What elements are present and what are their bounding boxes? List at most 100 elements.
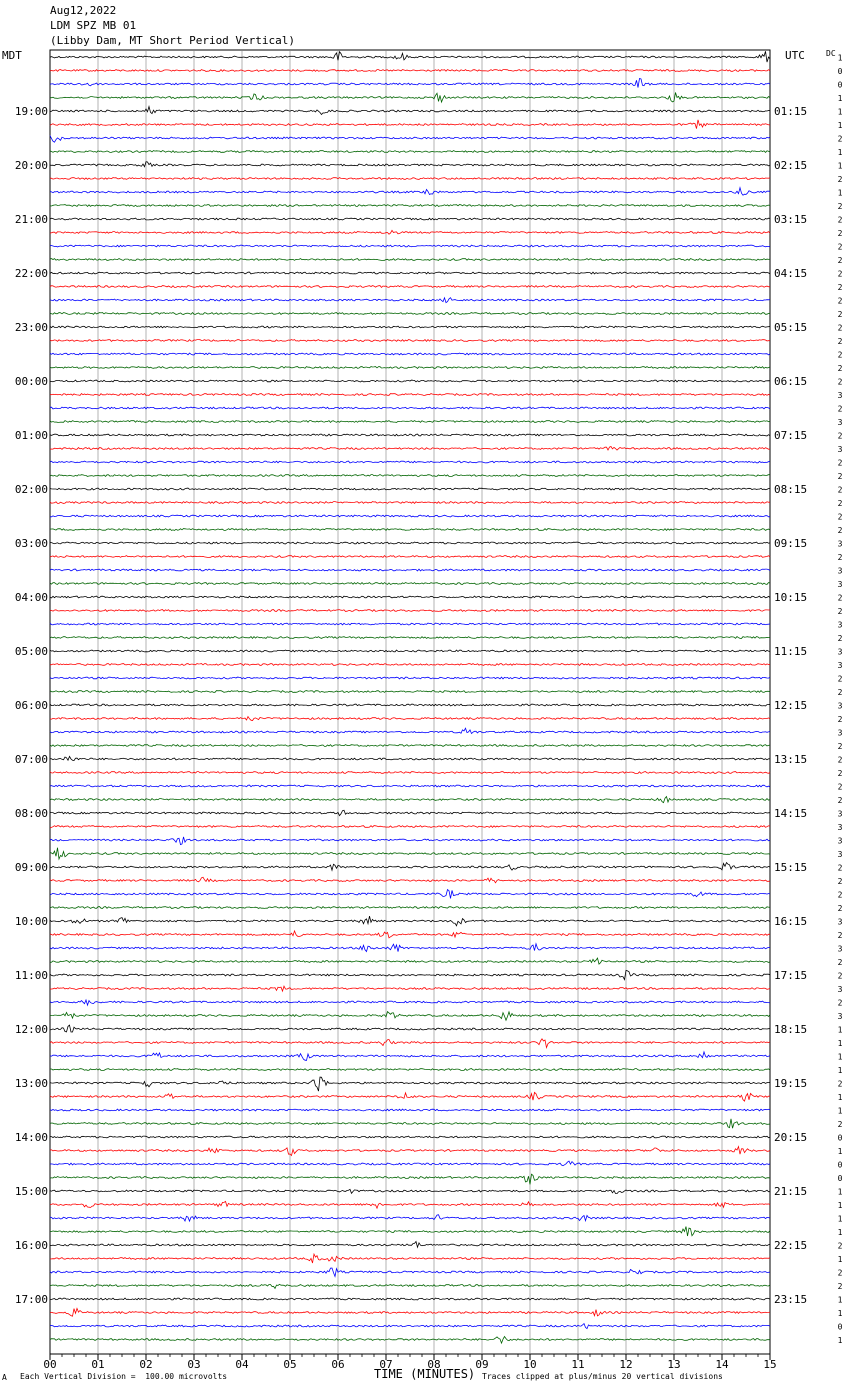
trace-22 [49, 352, 771, 356]
dc-offset-label: 1 [838, 1053, 843, 1062]
trace-6 [49, 135, 771, 143]
left-hour-label: 05:00 [15, 645, 48, 658]
trace-43 [49, 636, 771, 640]
trace-48 [49, 703, 771, 707]
dc-offset-label: 3 [838, 945, 843, 954]
trace-67 [49, 957, 771, 965]
trace-53 [49, 771, 771, 774]
dc-offset-label: 2 [838, 891, 843, 900]
left-hour-label: 21:00 [15, 213, 48, 226]
trace-94 [49, 1322, 771, 1330]
right-hour-label: 17:15 [774, 969, 807, 982]
trace-62 [49, 888, 771, 899]
trace-38 [49, 568, 771, 572]
trace-92 [50, 1297, 771, 1301]
dc-offset-label: 2 [838, 972, 843, 981]
dc-offset-label: 0 [838, 1323, 843, 1332]
dc-offset-label: 1 [838, 189, 843, 198]
x-tick-label: 07 [379, 1358, 392, 1371]
trace-81 [49, 1145, 771, 1157]
trace-26 [49, 406, 771, 410]
trace-84 [49, 1188, 770, 1195]
dc-offset-label: 2 [838, 594, 843, 603]
dc-offset-label: 3 [838, 648, 843, 657]
dc-offset-label: 3 [838, 837, 843, 846]
dc-offset-label: 2 [838, 526, 843, 535]
dc-offset-label: 2 [838, 364, 843, 373]
dc-offset-label: 1 [838, 1026, 843, 1035]
x-tick-label: 13 [667, 1358, 680, 1371]
dc-header-label: DC [826, 49, 836, 58]
x-axis-title: TIME (MINUTES) [374, 1367, 476, 1381]
trace-37 [49, 555, 771, 558]
trace-91 [49, 1283, 771, 1290]
dc-offset-label: 3 [838, 580, 843, 589]
dc-offset-label: 3 [838, 1012, 843, 1021]
dc-offset-label: 2 [838, 904, 843, 913]
trace-79 [49, 1118, 771, 1129]
x-tick-label: 14 [715, 1358, 729, 1371]
dc-offset-label: 2 [838, 256, 843, 265]
trace-14 [49, 244, 771, 248]
dc-offset-label: 2 [838, 931, 843, 940]
dc-offset-label: 1 [838, 121, 843, 130]
dc-offset-label: 0 [838, 1161, 843, 1170]
dc-offset-label: 2 [838, 405, 843, 414]
trace-86 [49, 1214, 771, 1223]
right-hour-label: 11:15 [774, 645, 807, 658]
dc-offset-label: 2 [838, 1242, 843, 1251]
right-hour-label: 07:15 [774, 429, 807, 442]
dc-offset-label: 2 [838, 1269, 843, 1278]
trace-71 [49, 1010, 771, 1022]
left-hour-label: 14:00 [15, 1131, 48, 1144]
left-hour-label: 15:00 [15, 1185, 48, 1198]
dc-offset-label: 3 [838, 729, 843, 738]
trace-42 [49, 622, 771, 626]
trace-58 [49, 836, 771, 846]
x-tick-label: 06 [331, 1358, 344, 1371]
trace-21 [49, 339, 771, 343]
dc-offset-label: 1 [838, 148, 843, 157]
x-tick-label: 11 [571, 1358, 584, 1371]
x-tick-label: 01 [91, 1358, 104, 1371]
right-hour-label: 14:15 [774, 807, 807, 820]
dc-offset-label: 2 [838, 999, 843, 1008]
dc-offset-label: 2 [838, 135, 843, 144]
dc-offset-label: 2 [838, 634, 843, 643]
dc-offset-label: 2 [838, 297, 843, 306]
dc-offset-label: 3 [838, 540, 843, 549]
right-timezone-label: UTC [785, 49, 805, 62]
left-hour-label: 06:00 [15, 699, 48, 712]
left-hour-label: 00:00 [15, 375, 48, 388]
dc-offset-label: 1 [838, 94, 843, 103]
dc-offset-label: 3 [838, 823, 843, 832]
corner-mark: A [2, 1373, 7, 1382]
left-hour-label: 13:00 [15, 1077, 48, 1090]
trace-15 [49, 258, 771, 261]
right-hour-label: 15:15 [774, 861, 807, 874]
trace-95 [49, 1335, 770, 1345]
trace-1 [49, 68, 771, 72]
dc-offset-label: 2 [838, 459, 843, 468]
trace-74 [49, 1050, 771, 1061]
dc-offset-label: 2 [838, 283, 843, 292]
trace-23 [49, 366, 771, 369]
x-tick-label: 12 [619, 1358, 632, 1371]
left-hour-label: 17:00 [15, 1293, 48, 1306]
trace-61 [49, 876, 771, 884]
trace-8 [49, 161, 771, 168]
dc-offset-label: 2 [838, 243, 843, 252]
trace-82 [49, 1160, 771, 1167]
left-hour-label: 20:00 [15, 159, 48, 172]
dc-offset-label: 2 [838, 175, 843, 184]
trace-88 [49, 1240, 771, 1249]
dc-offset-label: 2 [838, 1080, 843, 1089]
dc-offset-label: 2 [838, 351, 843, 360]
station-description: (Libby Dam, MT Short Period Vertical) [50, 34, 296, 47]
trace-3 [49, 92, 771, 104]
trace-36 [49, 541, 771, 545]
dc-offset-label: 2 [838, 310, 843, 319]
left-hour-label: 10:00 [15, 915, 48, 928]
dc-offset-label: 2 [838, 864, 843, 873]
